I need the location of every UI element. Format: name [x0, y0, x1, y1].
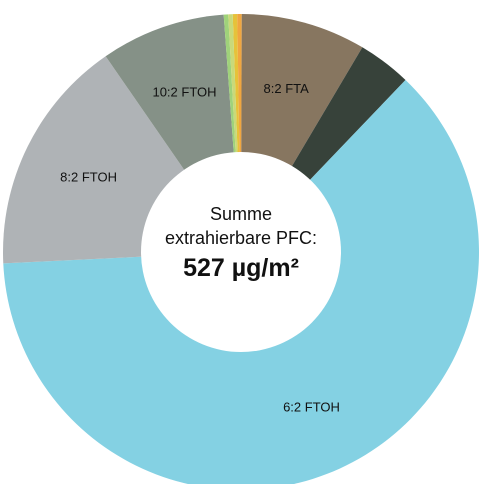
center-label-line2: extrahierbare PFC:: [164, 228, 318, 248]
slice-labels: 8:2 FTA 6:2 FTOH 8:2 FTOH 10:2 FTOH: [60, 81, 340, 415]
center-total-value: 527 µg/m²: [183, 254, 299, 282]
donut-hole: [141, 152, 341, 352]
slice-label: 8:2 FTOH: [60, 170, 117, 185]
slice-label: 6:2 FTOH: [283, 400, 340, 415]
slice-label: 8:2 FTA: [264, 81, 310, 96]
slice-label: 10:2 FTOH: [152, 85, 216, 100]
center-label-line1: Summe: [209, 204, 272, 224]
